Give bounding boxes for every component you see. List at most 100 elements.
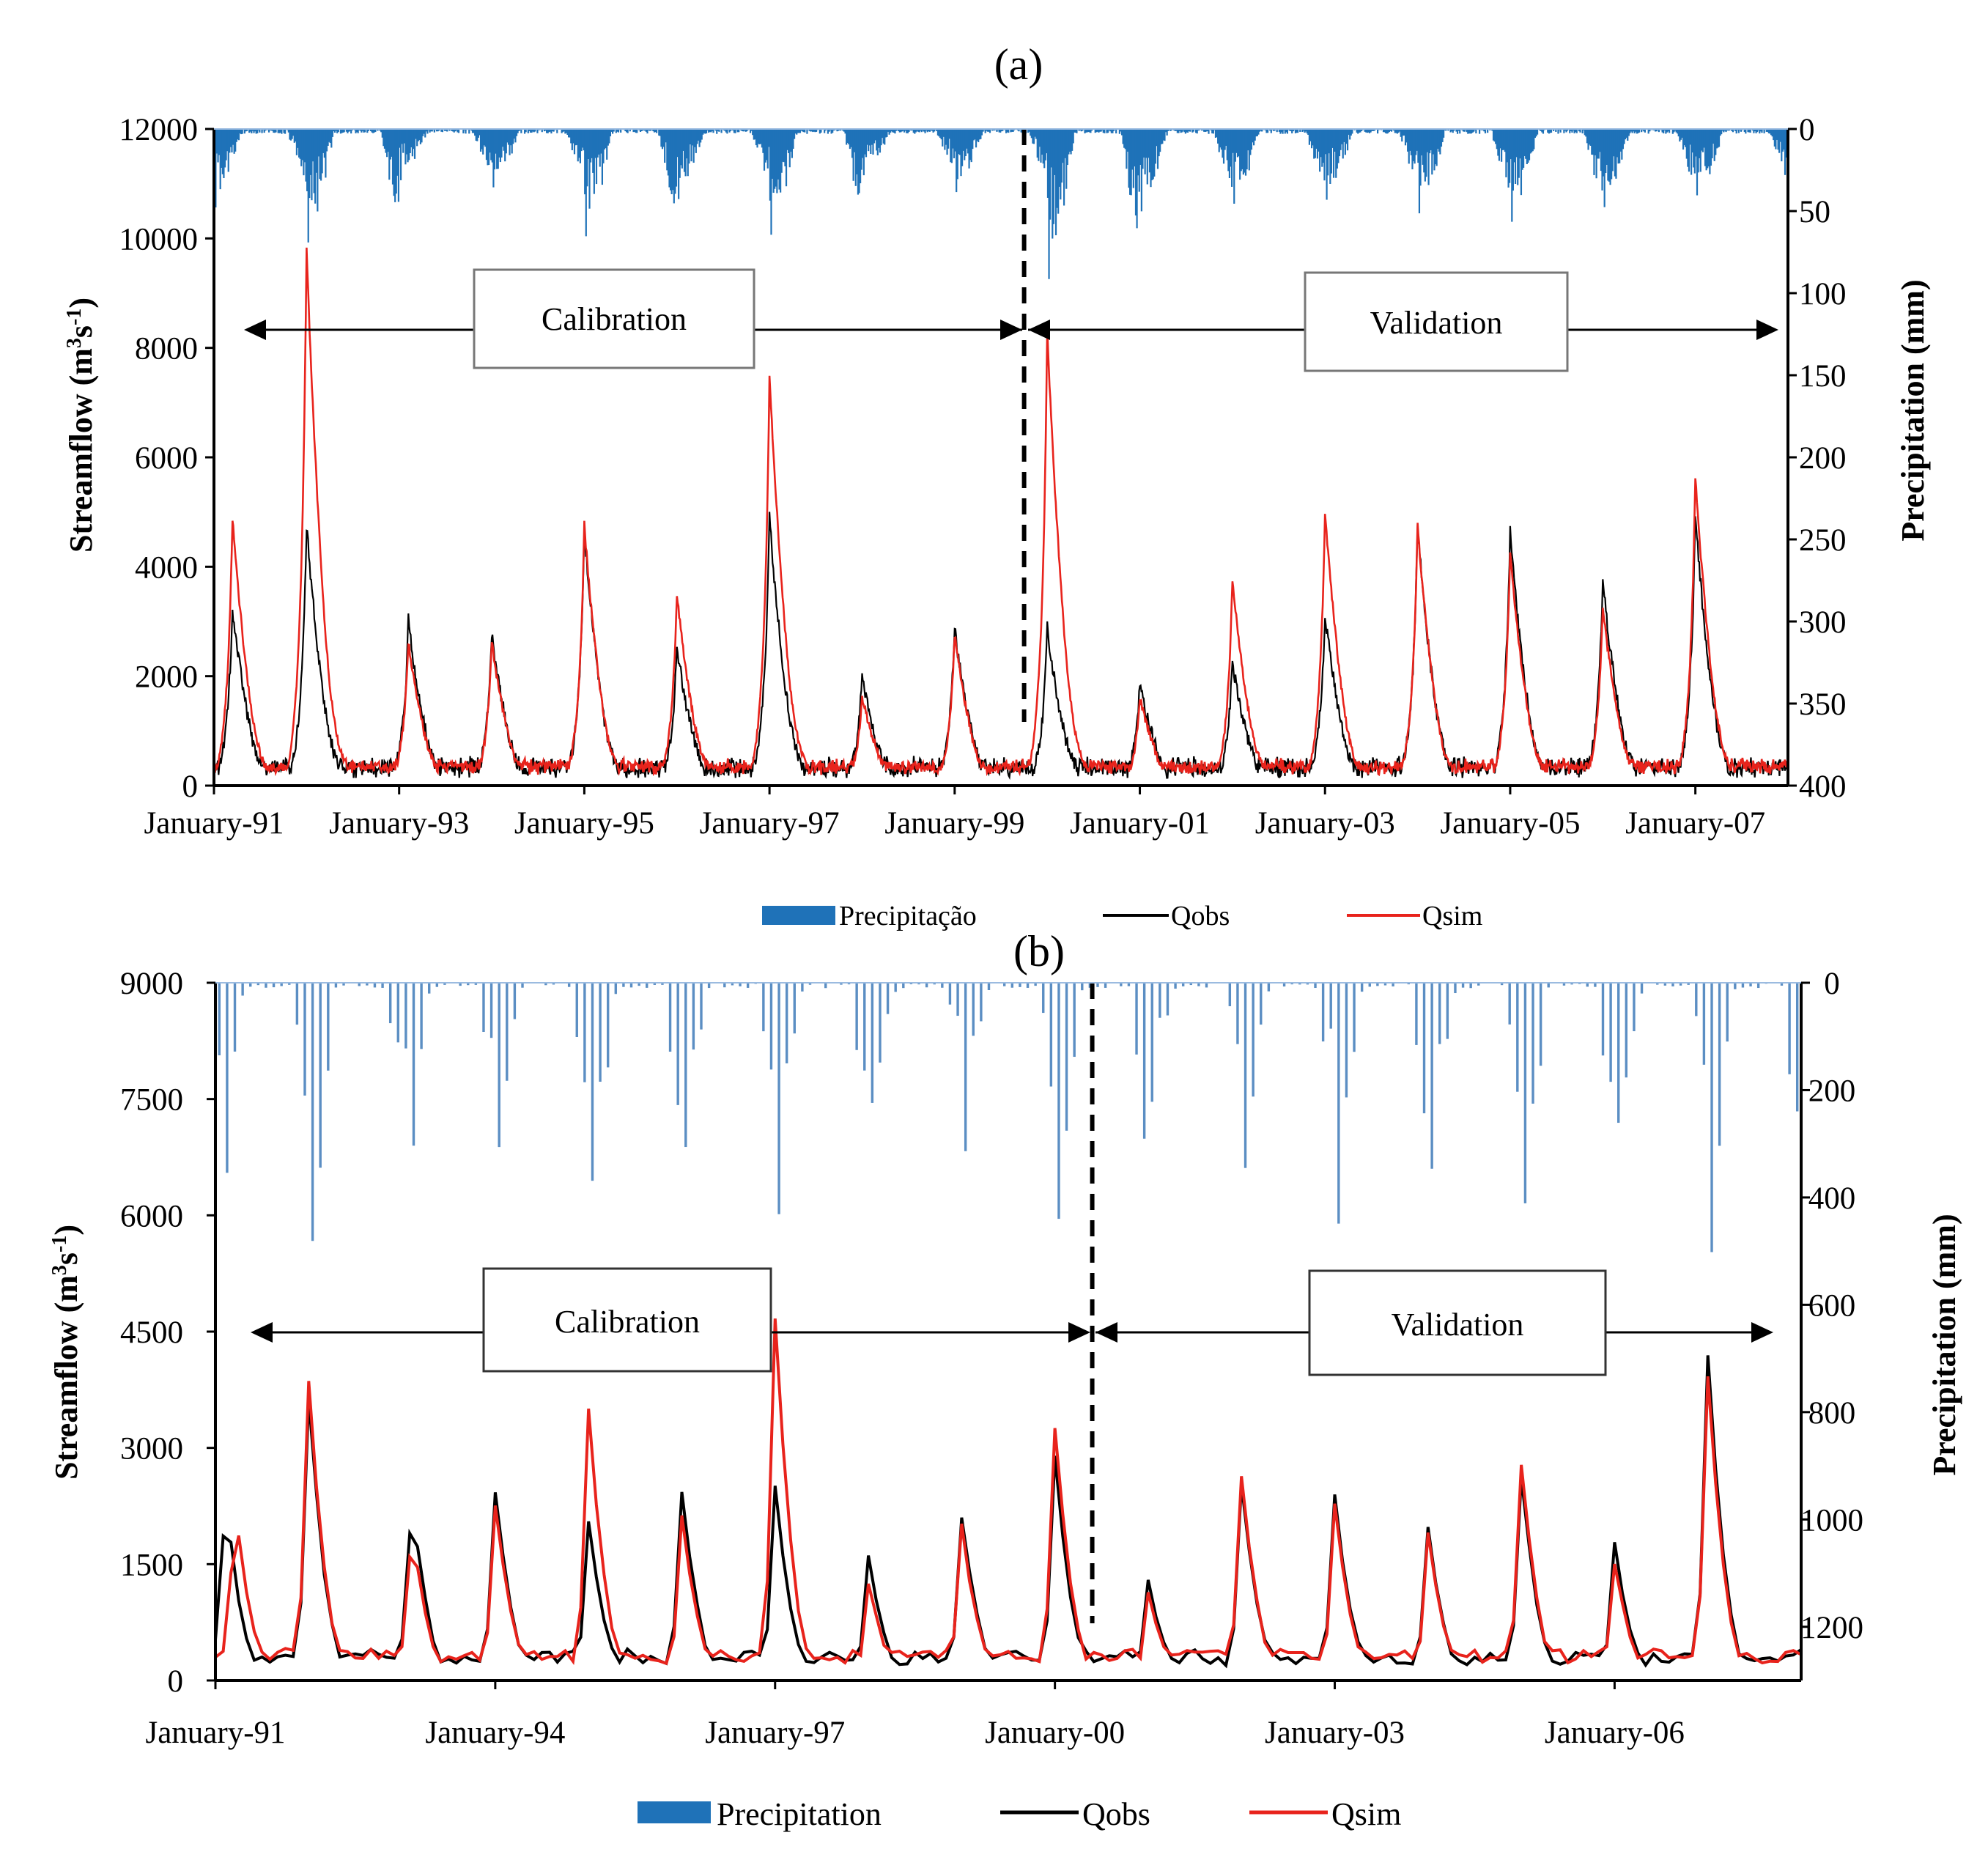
precipitation-bar	[661, 129, 664, 150]
precipitation-bar	[1529, 129, 1531, 154]
precipitation-bar	[404, 983, 407, 1049]
precipitation-bar	[549, 129, 551, 132]
precipitation-bar	[595, 129, 598, 185]
x-tick-label: January-91	[144, 806, 284, 841]
precipitation-bar	[409, 129, 411, 153]
precipitation-bar	[1585, 129, 1587, 137]
panel-b-legend: Precipitation Qobs Qsim	[638, 1796, 1401, 1832]
precipitation-bar	[1753, 129, 1755, 133]
precipitation-bar	[215, 129, 218, 154]
precipitation-bar	[627, 129, 629, 133]
precipitation-bar	[1316, 129, 1319, 159]
precipitation-bar	[1257, 129, 1260, 135]
precipitation-bar	[792, 129, 794, 150]
precipitation-bar	[778, 129, 780, 190]
precipitation-bar	[1222, 129, 1225, 164]
precipitation-bar	[707, 983, 711, 989]
precipitation-bar	[1471, 129, 1474, 133]
precipitation-bar	[1422, 983, 1426, 1114]
precipitation-bar	[1217, 129, 1219, 144]
precipitation-bar	[1625, 983, 1628, 1078]
precipitation-bar	[1382, 129, 1385, 133]
legend-qobs-label: Qobs	[1171, 901, 1230, 931]
precipitation-bar	[1775, 129, 1777, 150]
precipitation-bar	[1603, 129, 1605, 207]
right-y-tick-label: 400	[1808, 1181, 1856, 1216]
right-y-tick-label: 200	[1808, 1074, 1856, 1108]
precipitation-bar	[1060, 129, 1063, 183]
precipitation-bar	[566, 129, 569, 135]
precipitation-bar	[355, 129, 357, 133]
precipitation-bar	[700, 129, 702, 143]
precipitation-bar	[810, 129, 813, 132]
precipitation-bar	[289, 129, 292, 141]
precipitation-bar	[380, 129, 383, 133]
precipitation-bar	[1153, 129, 1156, 177]
precipitation-bar	[254, 129, 256, 132]
precipitation-bar	[1076, 129, 1078, 133]
precipitation-bar	[1497, 129, 1499, 156]
precipitation-bar	[298, 129, 300, 158]
precipitation-bar	[1370, 129, 1372, 133]
x-tick-label: January-00	[985, 1716, 1125, 1750]
precipitation-bar	[1219, 129, 1222, 148]
precipitation-bar	[1208, 129, 1210, 134]
precipitation-bar	[708, 129, 710, 133]
precipitation-bar	[1749, 983, 1752, 986]
precipitation-bar	[543, 129, 546, 132]
precipitation-bar	[972, 983, 975, 1036]
precipitation-bar	[1667, 129, 1669, 132]
precipitation-bar	[1160, 129, 1162, 144]
precipitation-bar	[1743, 129, 1745, 133]
precipitation-bar	[1260, 129, 1262, 131]
precipitation-bar	[1767, 129, 1769, 133]
panel-a-right-axis-title: Precipitation (mm)	[1895, 279, 1931, 541]
precipitation-bar	[942, 129, 945, 137]
precipitation-bar	[644, 129, 646, 131]
precipitation-bar	[373, 129, 375, 133]
precipitation-bar	[423, 129, 425, 134]
precipitation-bar	[389, 129, 391, 160]
precipitation-bar	[331, 129, 333, 137]
precipitation-bar	[942, 129, 944, 147]
precipitation-bar	[580, 129, 583, 152]
precipitation-bar	[1457, 129, 1460, 131]
precipitation-bar	[221, 129, 223, 174]
precipitation-bar	[271, 129, 273, 131]
precipitation-bar	[1340, 129, 1342, 150]
precipitation-bar	[1403, 129, 1405, 136]
precipitation-bar	[1228, 129, 1231, 178]
precipitation-bar	[710, 129, 712, 133]
precipitation-bar	[1575, 129, 1577, 133]
precipitation-bar	[1531, 983, 1534, 1104]
precipitation-bar	[532, 129, 534, 132]
calibration-box-b	[482, 1267, 772, 1373]
panel-b-validation-annotation: Validation	[1095, 1269, 1773, 1376]
precipitation-bar	[1550, 129, 1553, 133]
precipitation-bar	[487, 129, 489, 166]
precipitation-bar	[791, 129, 794, 158]
precipitation-bar	[215, 129, 217, 208]
precipitation-bar	[485, 129, 488, 160]
precipitation-bar	[1510, 129, 1512, 160]
precipitation-bar	[1602, 129, 1605, 177]
precipitation-bar	[676, 983, 679, 1105]
precipitation-bar	[760, 129, 762, 144]
precipitation-bar	[1392, 983, 1394, 986]
precipitation-bar	[868, 129, 870, 152]
x-tick-label: January-05	[1440, 806, 1580, 841]
precipitation-bar	[668, 129, 670, 188]
validation-label-b: Validation	[1392, 1307, 1524, 1343]
precipitation-bar	[408, 129, 410, 160]
precipitation-bar	[1252, 983, 1254, 1097]
precipitation-bar	[1235, 129, 1238, 153]
precipitation-bar	[1054, 129, 1056, 175]
precipitation-bar	[1387, 129, 1389, 133]
precipitation-bar	[483, 129, 485, 146]
precipitation-bar	[1710, 983, 1713, 1252]
precipitation-bar	[1402, 129, 1404, 136]
right-y-tick-label: 1200	[1800, 1611, 1863, 1645]
precipitation-bar	[814, 129, 816, 133]
precipitation-bar	[507, 129, 510, 145]
right-y-tick-label: 50	[1799, 195, 1830, 229]
